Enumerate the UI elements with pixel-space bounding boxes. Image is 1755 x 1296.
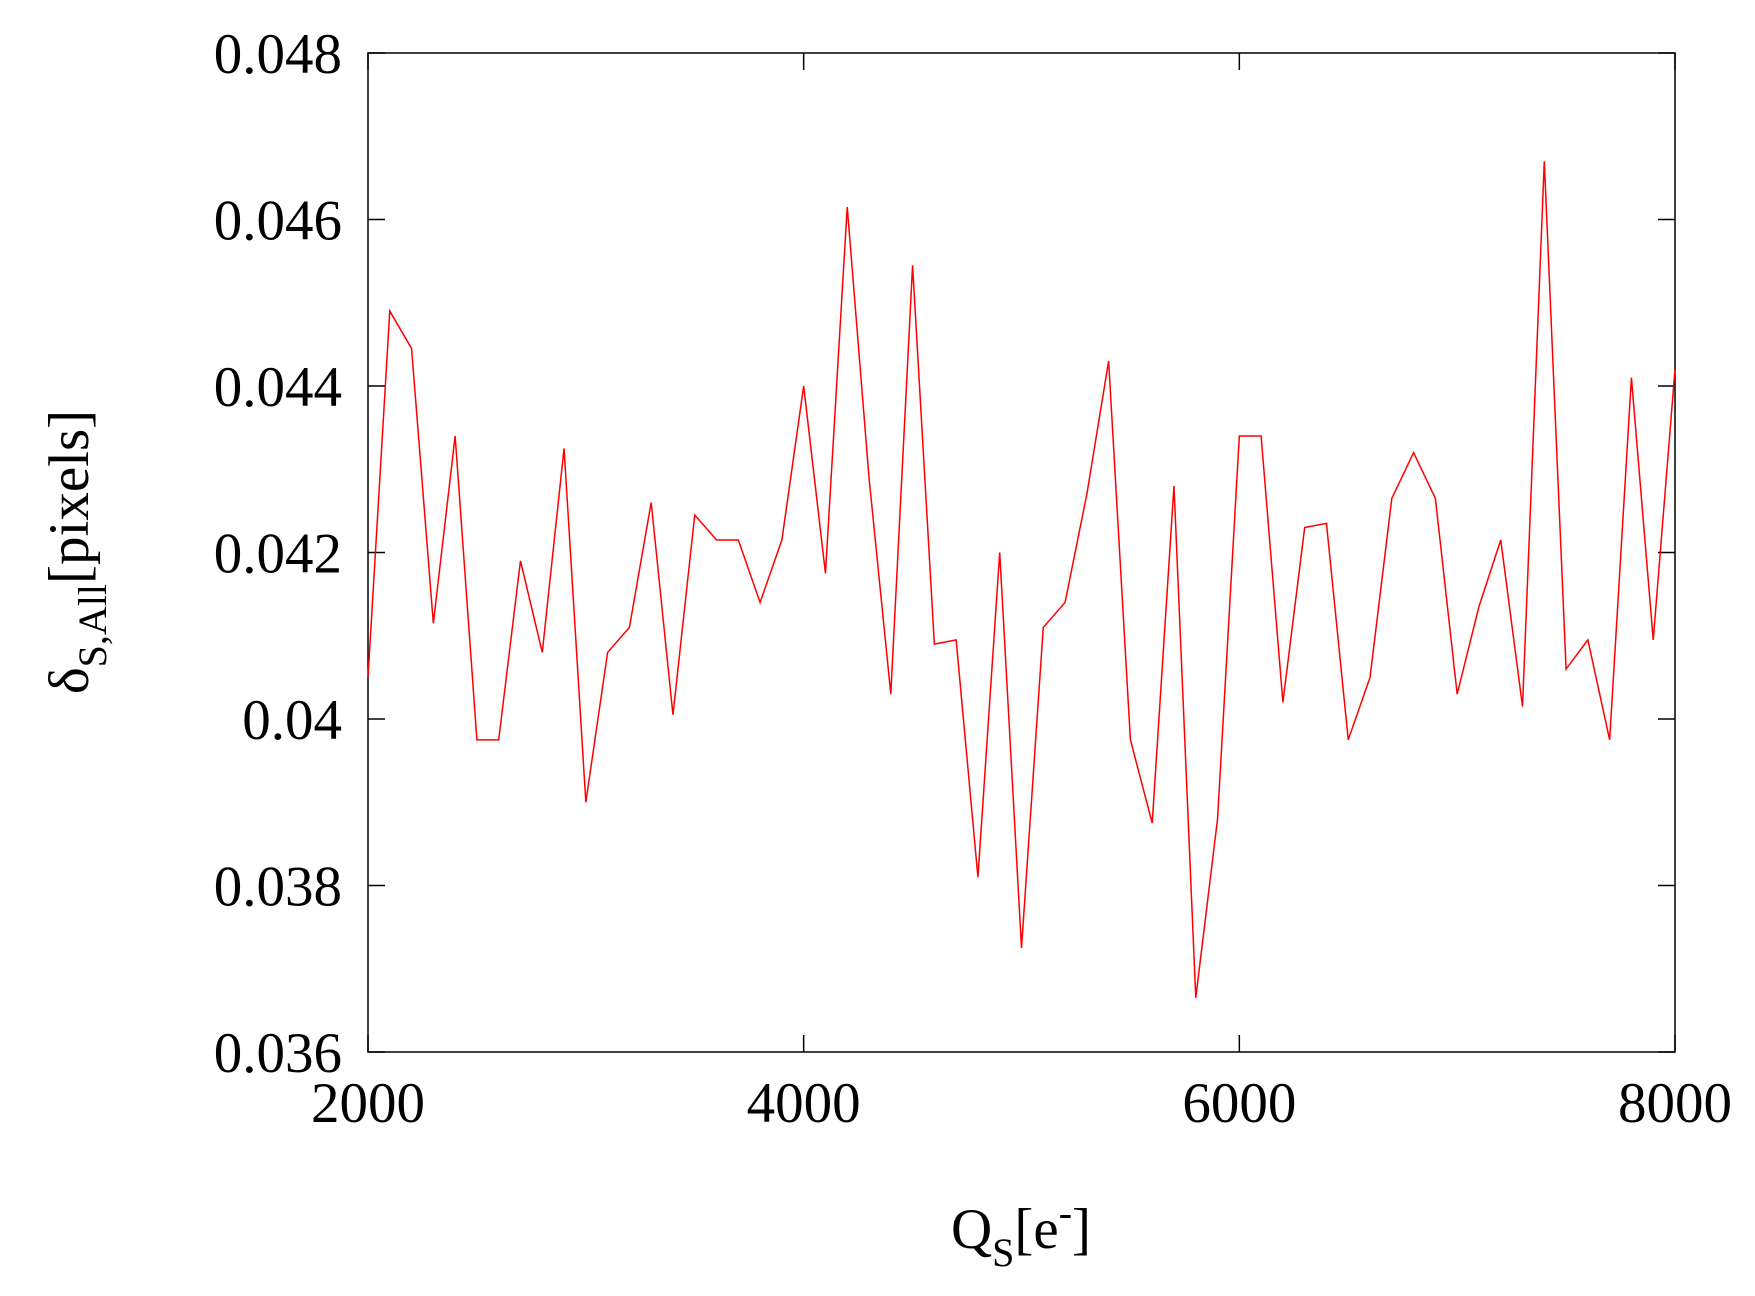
- y-tick-label: 0.04: [242, 689, 342, 752]
- data-line: [367, 161, 1676, 998]
- x-label-sub: S: [992, 1230, 1014, 1275]
- x-label-sup: -: [1059, 1190, 1072, 1235]
- y-tick-label: 0.036: [214, 1022, 342, 1085]
- y-label-main: δ: [38, 667, 101, 694]
- y-tick-label: 0.046: [214, 190, 342, 253]
- y-tick-label: 0.044: [214, 356, 342, 419]
- x-axis-label: QS[e-]: [951, 1190, 1091, 1275]
- plot-frame: [367, 52, 1676, 1053]
- y-label-rest: [pixels]: [38, 410, 101, 584]
- y-tick-label: 0.048: [214, 23, 342, 86]
- x-tick-label: 8000: [1618, 1072, 1732, 1135]
- x-label-close: ]: [1072, 1198, 1091, 1261]
- x-tick-label: 2000: [311, 1072, 425, 1135]
- x-label-main: Q: [951, 1198, 992, 1261]
- y-tick-label: 0.042: [214, 523, 342, 586]
- x-tick-label: 4000: [747, 1072, 861, 1135]
- y-axis-label: δS,All[pixels]: [38, 410, 115, 694]
- y-label-sub: S,All: [70, 584, 115, 667]
- x-tick-label: 6000: [1182, 1072, 1296, 1135]
- y-tick-label: 0.038: [214, 856, 342, 919]
- x-label-open: [e: [1014, 1198, 1058, 1261]
